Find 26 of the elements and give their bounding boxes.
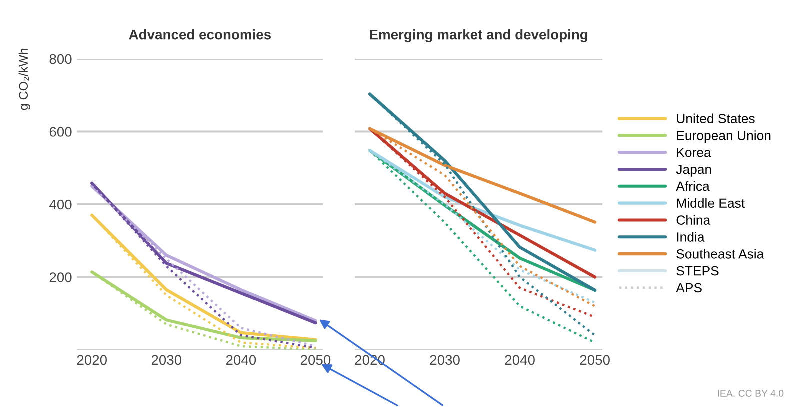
x-tick-label: 2050 <box>300 355 331 366</box>
x-tick-label: 2040 <box>505 355 535 366</box>
x-tick-label: 2040 <box>226 355 256 366</box>
y-tick-label: 200 <box>50 272 72 282</box>
legend-label: Middle East <box>677 198 745 208</box>
y-tick-label: 400 <box>50 200 72 210</box>
legend-label: China <box>676 215 711 225</box>
y-axis-title: g CO₂/kWh <box>18 48 30 110</box>
x-tick-label: 2030 <box>430 355 460 366</box>
chart-title: Emerging market and developing <box>370 30 588 43</box>
legend-label: India <box>677 232 705 242</box>
y-tick-label: 600 <box>50 127 72 137</box>
x-tick-label: 2020 <box>77 355 108 366</box>
x-tick-label: 2050 <box>580 355 610 366</box>
legend-label: Africa <box>676 181 710 192</box>
x-tick-label: 2030 <box>152 355 182 366</box>
legend-label: United States <box>677 114 755 124</box>
y-tick-label: 800 <box>50 54 72 64</box>
legend-label: STEPS <box>676 266 719 276</box>
legend-label: APS <box>676 283 702 293</box>
legend-label: Korea <box>677 148 712 158</box>
legend-label: Southeast Asia <box>676 249 764 259</box>
text: IEA. CC BY 4.0 <box>718 390 784 397</box>
legend-label: European Union <box>677 130 771 143</box>
legend-label: Japan <box>676 165 712 177</box>
chart-title: Advanced economies <box>129 30 272 40</box>
